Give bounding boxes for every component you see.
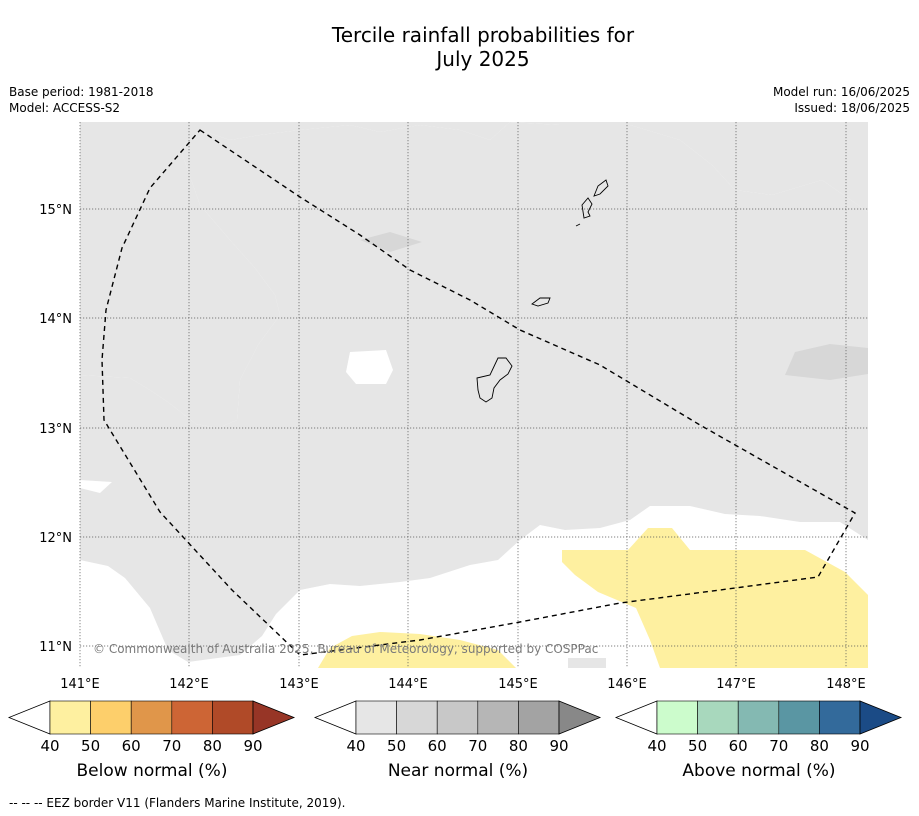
latitude-labels: 15°N 14°N 13°N 12°N 11°N (39, 203, 72, 655)
graticule (79, 122, 868, 668)
below-normal-region-south (562, 528, 868, 668)
colorbar-max-arrow (558, 700, 602, 735)
white-patch (346, 350, 393, 384)
colorbar-tick-label: 60 (122, 737, 141, 755)
colorbar-label-near-normal: Near normal (%) (387, 761, 529, 781)
colorbar-below-normal: 40 50 60 70 80 90 (7, 700, 296, 755)
saipan-outline (593, 179, 609, 197)
issued-date: Issued: 18/06/2025 (794, 101, 910, 115)
colorbar-min-arrow (614, 700, 658, 735)
colorbar-label-below-normal: Below normal (%) (76, 761, 228, 781)
colorbar-tick-label: 80 (203, 737, 222, 755)
colorbar-min-arrow (7, 700, 51, 735)
colorbar-tick-label: 70 (769, 737, 788, 755)
map-area (80, 122, 868, 668)
colorbar-tick-label: 40 (647, 737, 666, 755)
colorbar-tick-label: 40 (40, 737, 59, 755)
colorbar-segment (518, 700, 560, 735)
base-period: Base period: 1981-2018 (9, 85, 154, 99)
colorbar-legends: 40 50 60 70 80 90 40 50 60 70 80 90 40 50 60 70 80 90 (7, 700, 903, 755)
colorbar-tick-label: 90 (549, 737, 568, 755)
longitude-labels: 141°E 142°E 143°E 144°E 145°E 146°E 147°E 148°E (60, 677, 866, 692)
longitude-tick-label: 147°E (716, 677, 756, 692)
colorbar-label-above-normal: Above normal (%) (682, 761, 836, 781)
near-normal-50-patch-east (785, 344, 868, 380)
colorbar-tick-label: 50 (387, 737, 406, 755)
longitude-tick-label: 142°E (169, 677, 209, 692)
model-run-date: Model run: 16/06/2025 (772, 85, 910, 99)
guam-outline (476, 357, 513, 403)
map-title-line2: July 2025 (436, 47, 530, 71)
colorbar-segment (355, 700, 397, 735)
longitude-tick-label: 143°E (279, 677, 319, 692)
near-normal-small-patch (568, 658, 606, 668)
colorbar-tick-label: 50 (688, 737, 707, 755)
colorbar-segment (697, 700, 739, 735)
colorbar-tick-label: 40 (346, 737, 365, 755)
colorbar-segment (130, 700, 173, 735)
colorbar-min-arrow (313, 700, 357, 735)
colorbar-tick-label: 90 (243, 737, 262, 755)
colorbar-max-arrow (859, 700, 903, 735)
colorbar-segment (819, 700, 861, 735)
colorbar-segment (656, 700, 698, 735)
near-normal-region-main (80, 122, 868, 662)
colorbar-tick-label: 80 (810, 737, 829, 755)
colorbar-segment (778, 700, 820, 735)
colorbar-max-arrow (252, 700, 296, 735)
colorbar-segment (396, 700, 438, 735)
longitude-tick-label: 145°E (498, 677, 538, 692)
colorbar-segment (49, 700, 91, 735)
tinian-outline (581, 197, 593, 219)
colorbar-near-normal: 40 50 60 70 80 90 (313, 700, 602, 755)
latitude-tick-label: 11°N (39, 640, 72, 655)
colorbar-segment (737, 700, 780, 735)
near-normal-50-patch (360, 232, 422, 252)
longitude-tick-label: 141°E (60, 677, 100, 692)
latitude-tick-label: 12°N (39, 531, 72, 546)
colorbar-tick-label: 70 (468, 737, 487, 755)
colorbar-segment (171, 700, 213, 735)
near-normal-region (80, 122, 868, 428)
colorbar-tick-label: 80 (509, 737, 528, 755)
eez-border (101, 129, 856, 656)
eez-footnote: -- -- -- EEZ border V11 (Flanders Marine… (9, 796, 346, 810)
colorbar-segment (477, 700, 519, 735)
below-normal-region-southwest (318, 632, 516, 668)
colorbar-tick-label: 90 (850, 737, 869, 755)
longitude-tick-label: 146°E (607, 677, 647, 692)
colorbar-tick-label: 50 (81, 737, 100, 755)
latitude-tick-label: 15°N (39, 203, 72, 218)
island-outlines (476, 179, 609, 403)
longitude-tick-label: 144°E (388, 677, 428, 692)
rota-outline (531, 297, 551, 307)
map-title-line1: Tercile rainfall probabilities for (331, 23, 635, 47)
model-name: Model: ACCESS-S2 (9, 101, 121, 115)
copyright-notice: © Commonwealth of Australia 2025, Bureau… (93, 642, 598, 656)
latitude-tick-label: 14°N (39, 312, 72, 327)
latitude-tick-label: 13°N (39, 422, 72, 437)
colorbar-tick-label: 60 (729, 737, 748, 755)
colorbar-segment (90, 700, 132, 735)
colorbar-tick-label: 60 (428, 737, 447, 755)
white-notch (80, 480, 112, 493)
colorbar-above-normal: 40 50 60 70 80 90 (614, 700, 903, 755)
aguijan-outline (575, 223, 581, 227)
longitude-tick-label: 148°E (826, 677, 866, 692)
colorbar-tick-label: 70 (162, 737, 181, 755)
colorbar-segment (436, 700, 479, 735)
colorbar-segment (212, 700, 254, 735)
